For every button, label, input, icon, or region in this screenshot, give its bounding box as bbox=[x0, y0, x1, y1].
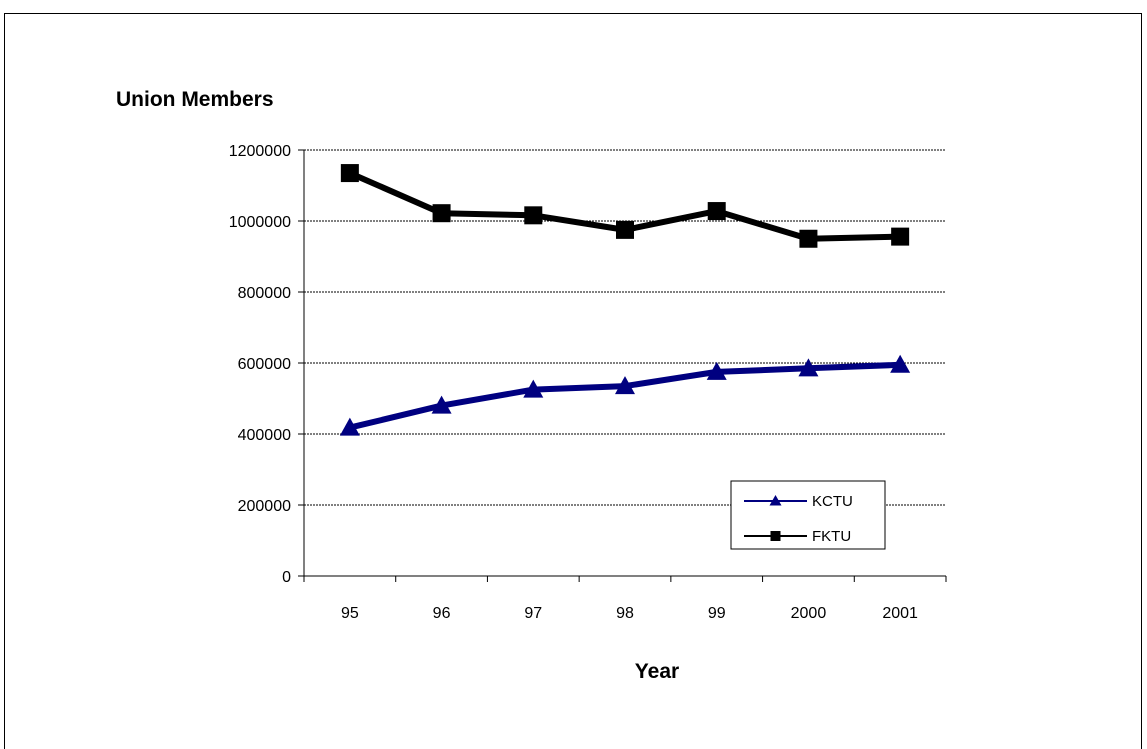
y-tick-label: 0 bbox=[282, 569, 291, 586]
x-tick-labels: 95 96 97 98 99 2000 2001 bbox=[303, 576, 947, 622]
legend-entry-kctu: KCTU bbox=[744, 493, 853, 510]
legend: KCTU FKTU bbox=[730, 480, 886, 550]
y-tick-label: 1200000 bbox=[229, 143, 291, 160]
x-tick-label: 2000 bbox=[791, 605, 827, 622]
data-point-fktu bbox=[432, 204, 451, 223]
y-tick-labels: 0 200000 400000 600000 800000 1000000 1200000 bbox=[229, 143, 291, 586]
data-point-fktu bbox=[707, 202, 726, 221]
x-tick-label: 2001 bbox=[882, 605, 918, 622]
data-point-kctu bbox=[798, 358, 819, 377]
x-tick-label: 98 bbox=[616, 605, 634, 622]
data-point-fktu bbox=[616, 220, 634, 239]
data-point-kctu bbox=[431, 395, 452, 414]
data-point-kctu bbox=[523, 379, 544, 398]
x-tick-label: 95 bbox=[341, 605, 359, 622]
data-point-fktu bbox=[799, 229, 818, 248]
y-tick-label: 200000 bbox=[238, 498, 291, 515]
legend-label-kctu: KCTU bbox=[812, 493, 853, 510]
y-tick-label: 600000 bbox=[238, 356, 291, 373]
y-tick-label: 800000 bbox=[238, 285, 291, 302]
series bbox=[339, 164, 911, 436]
data-point-fktu bbox=[891, 227, 910, 246]
data-point-fktu bbox=[340, 164, 359, 183]
chart-frame bbox=[4, 13, 1142, 749]
legend-entry-fktu: FKTU bbox=[744, 528, 851, 545]
axes bbox=[303, 150, 946, 577]
legend-box bbox=[730, 480, 886, 550]
data-point-kctu bbox=[615, 376, 635, 395]
data-point-kctu bbox=[890, 354, 911, 373]
legend-marker-square bbox=[770, 531, 781, 541]
data-point-kctu bbox=[706, 361, 727, 380]
x-tick-label: 96 bbox=[433, 605, 451, 622]
data-point-fktu bbox=[524, 206, 543, 225]
legend-label-fktu: FKTU bbox=[812, 528, 851, 545]
series-line-kctu bbox=[349, 361, 901, 431]
x-tick-label: 97 bbox=[524, 605, 542, 622]
y-axis-title: Union Members bbox=[116, 88, 274, 111]
data-point-kctu bbox=[339, 417, 360, 436]
x-tick-label: 99 bbox=[708, 605, 726, 622]
y-tick-label: 1000000 bbox=[229, 214, 291, 231]
legend-marker-triangle bbox=[769, 495, 782, 506]
y-tick-label: 400000 bbox=[238, 427, 291, 444]
x-axis-title: Year bbox=[635, 660, 679, 683]
